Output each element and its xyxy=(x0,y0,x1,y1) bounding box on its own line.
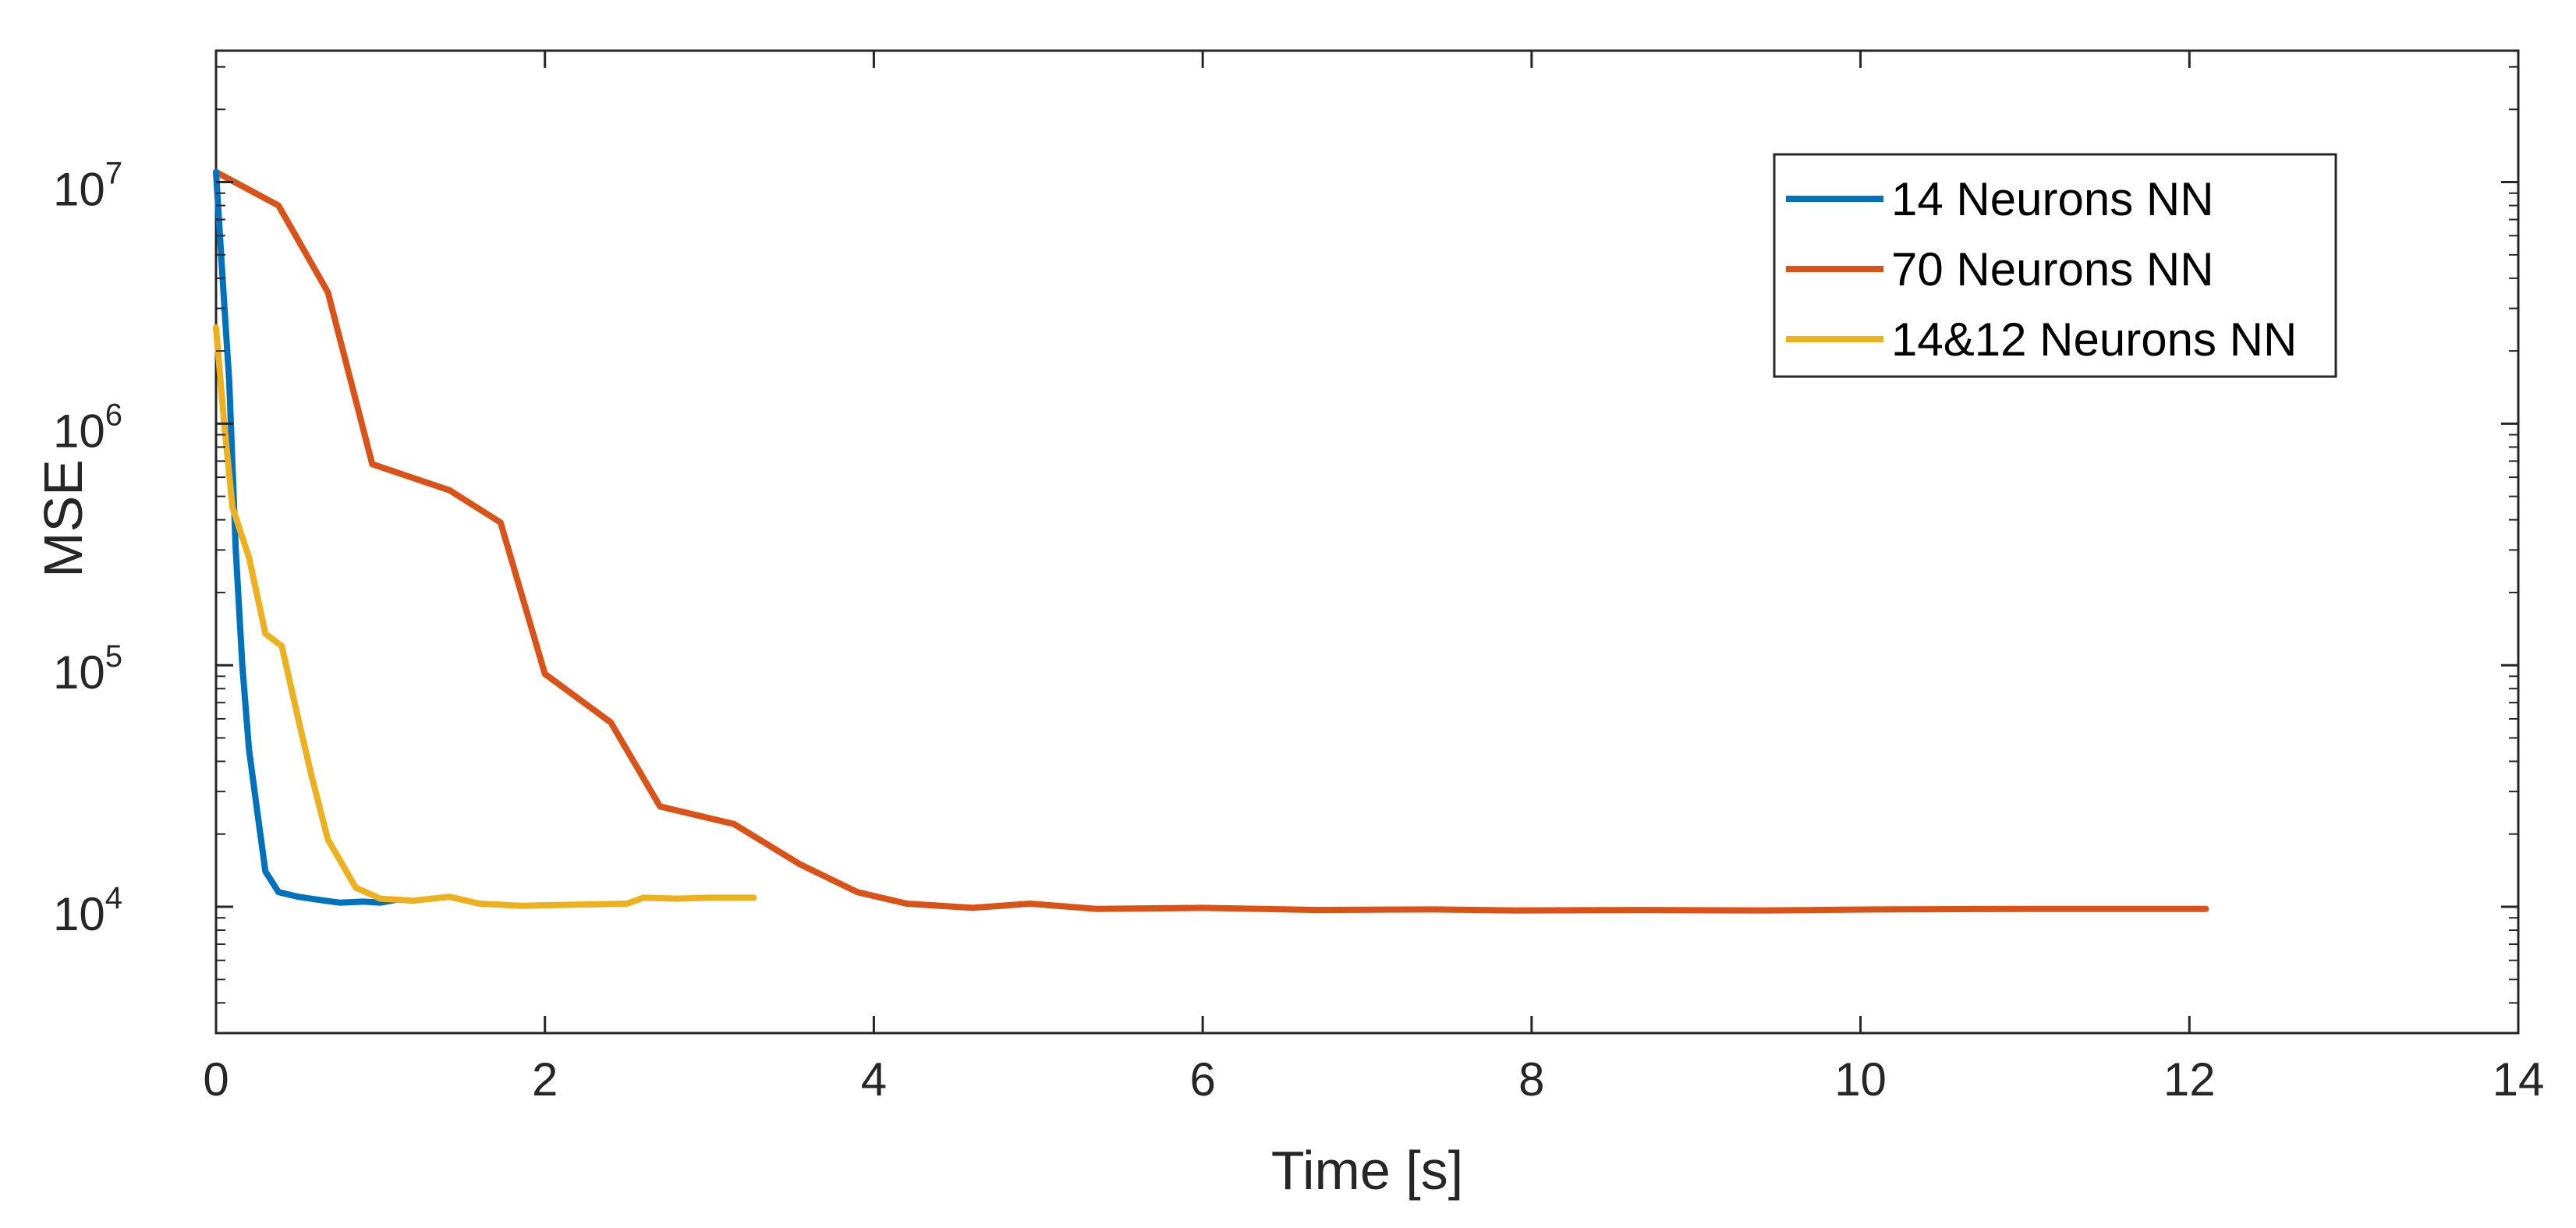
series-line-3 xyxy=(213,324,757,909)
legend-entries: 14 Neurons NN 70 Neurons NN 14&12 Neurons … xyxy=(1786,173,2297,366)
plot-frame xyxy=(214,49,2520,1035)
y-tick-label: 104 xyxy=(53,881,122,940)
x-tick-label: 0 xyxy=(203,1053,229,1106)
legend: 14 Neurons NN 70 Neurons NN 14&12 Neurons … xyxy=(1773,153,2337,378)
y-tick-label: 106 xyxy=(53,398,122,457)
plot-area: 0 2 4 6 8 10 12 14 104 105 106 107 xyxy=(53,49,2544,1106)
x-tick-label: 6 xyxy=(1189,1053,1215,1106)
x-tick-label: 10 xyxy=(1834,1053,1887,1106)
x-tick-label: 14 xyxy=(2493,1053,2545,1106)
y-tick-label: 105 xyxy=(53,639,122,699)
series-line-1 xyxy=(213,168,400,906)
y-tick-label: 107 xyxy=(53,157,122,216)
x-tick-label: 4 xyxy=(861,1053,887,1106)
x-tick-labels: 0 2 4 6 8 10 12 14 xyxy=(203,1053,2544,1106)
series-line-2 xyxy=(213,168,2209,914)
legend-label: 70 Neurons NN xyxy=(1891,243,2214,295)
legend-label: 14&12 Neurons NN xyxy=(1891,313,2297,366)
y-axis-title: MSE xyxy=(33,459,94,578)
legend-label: 14 Neurons NN xyxy=(1891,173,2214,225)
series-layer xyxy=(213,168,2209,914)
tick-layer xyxy=(214,51,2520,1034)
x-axis-title: Time [s] xyxy=(1271,1140,1463,1201)
x-tick-label: 8 xyxy=(1518,1053,1544,1106)
x-tick-label: 12 xyxy=(2163,1053,2216,1106)
y-tick-labels: 104 105 106 107 xyxy=(53,157,122,940)
x-tick-label: 2 xyxy=(532,1053,558,1106)
